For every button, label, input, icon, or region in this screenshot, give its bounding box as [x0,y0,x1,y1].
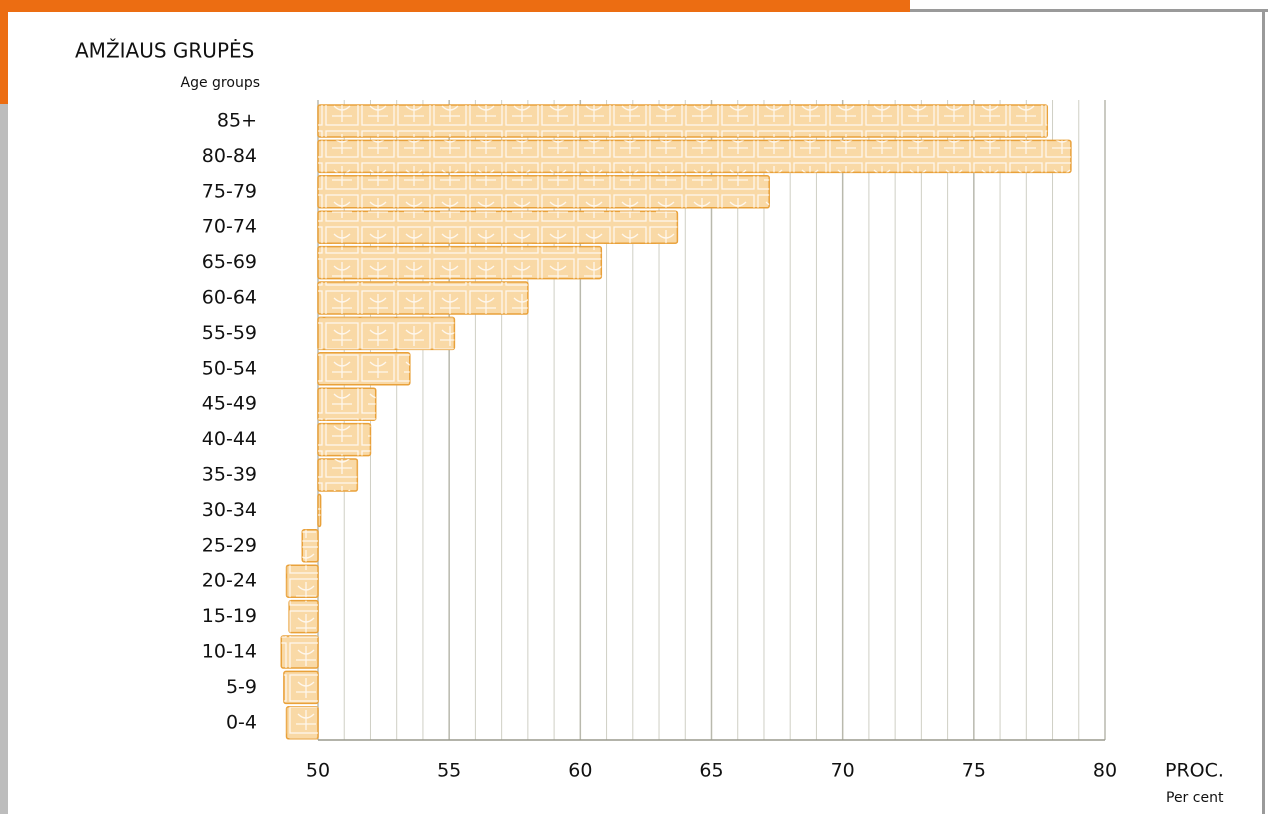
bar-ornament [281,636,318,668]
x-subtitle: Per cent [1166,790,1224,806]
y-tick-label: 55-59 [202,322,257,344]
x-title: PROC. [1165,760,1224,782]
side-band [0,0,8,104]
bar-ornament [318,352,410,385]
y-tick-label: 10-14 [202,641,257,663]
bar-ornament [283,671,318,704]
bar-ornament [318,282,528,314]
y-tick-label: 30-34 [202,499,257,521]
y-tick-label: 15-19 [202,605,257,627]
x-tick-label: 60 [568,760,592,782]
y-tick-label: 80-84 [202,145,257,167]
y-tick-label: 75-79 [202,180,257,202]
x-tick-label: 65 [699,760,723,782]
bar-ornament [318,246,602,279]
y-tick-label: 40-44 [202,428,257,450]
bar-ornament [302,529,318,562]
top-line [910,9,1268,12]
y-tick-label: 85+ [217,110,257,132]
y-tick-label: 5-9 [226,676,257,698]
bar-ornament [286,565,318,598]
side-strip [0,104,8,814]
x-tick-label: 50 [306,760,330,782]
y-tick-label: 60-64 [202,287,257,309]
bar-ornament [318,105,1048,137]
y-tick-label: 50-54 [202,357,257,379]
bar-ornament [318,459,358,491]
y-tick-label: 0-4 [226,711,257,733]
top-band [0,0,910,12]
y-title: AMŽIAUS GRUPĖS [75,39,254,63]
x-tick-label: 75 [962,760,986,782]
bar-ornament [318,317,455,350]
bar-ornament [318,423,371,456]
y-tick-label: 25-29 [202,534,257,556]
y-tick-label: 70-74 [202,216,257,238]
bar-ornament [318,211,678,244]
x-tick-label: 80 [1093,760,1117,782]
x-tick-label: 70 [831,760,855,782]
y-tick-label: 35-39 [202,464,257,486]
bar-ornament [289,600,318,633]
y-subtitle: Age groups [181,75,260,91]
bar-ornament [318,140,1071,173]
bar-ornament [318,388,376,421]
x-tick-label: 55 [437,760,461,782]
y-tick-label: 20-24 [202,570,257,592]
bar-ornament [318,494,321,527]
y-tick-label: 65-69 [202,251,257,273]
bar-ornament [318,175,770,208]
right-line [1262,9,1265,814]
y-tick-label: 45-49 [202,393,257,415]
bar-ornament [286,706,318,739]
